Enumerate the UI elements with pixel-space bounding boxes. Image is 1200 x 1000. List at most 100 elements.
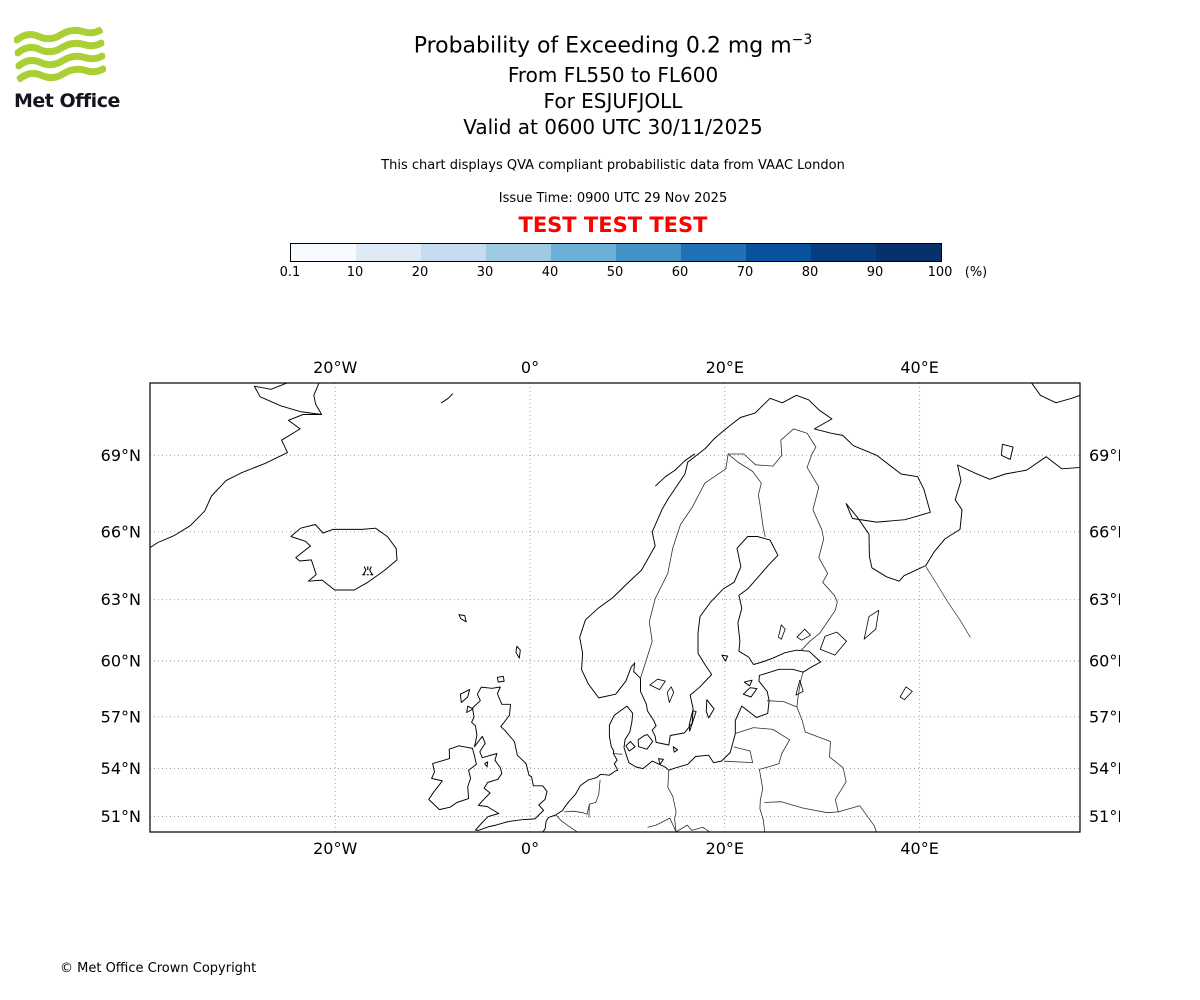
map-border-border-pol-ger xyxy=(667,769,677,832)
map-coast-aland xyxy=(721,654,729,662)
map-lake-peipus xyxy=(795,679,804,696)
map-panel: 20°W 20°W 0° 0° 20°E 20°E 40°E 40°E 69°N 69°N 66°N… xyxy=(90,340,1120,860)
chart-title: Probability of Exceeding 0.2 mg m−3 xyxy=(26,27,1200,59)
map-border-border-lit-blr xyxy=(759,739,790,770)
lon-label-bottom: 40°E xyxy=(900,839,938,858)
lat-label-left: 57°N xyxy=(101,707,141,726)
map-border-border-ukr-rus xyxy=(837,805,877,832)
met-office-waves-icon xyxy=(13,26,107,83)
map-coast-orkney xyxy=(496,675,505,683)
lon-label-bottom: 20°E xyxy=(706,839,744,858)
map-border-border-kaliningrad-s xyxy=(723,760,753,763)
map-lake-saimaa xyxy=(796,628,811,641)
colorbar-tick-label: 100 xyxy=(927,265,953,280)
map-lake-paijanne xyxy=(778,624,786,640)
map-frame xyxy=(149,382,1081,833)
map-border-border-lat-rus xyxy=(796,706,806,733)
map-lake-rybinsk xyxy=(899,686,913,701)
map-coast-scoresby-fjords xyxy=(253,383,323,415)
map-border-border-nor-fin-rus xyxy=(727,428,838,651)
lat-label-left: 51°N xyxy=(101,807,141,826)
map-border-border-nor-swe xyxy=(640,453,729,679)
map-coast-faroe xyxy=(458,614,467,623)
colorbar-tick-label: 10 xyxy=(346,265,364,280)
lat-label-right: 51°N xyxy=(1089,807,1120,826)
colorbar-segment-6 xyxy=(681,244,746,261)
map-border-border-ger-cz xyxy=(647,817,677,832)
lon-label-top: 20°E xyxy=(706,358,744,377)
map-border-border-be-nl xyxy=(564,803,590,815)
map-coast-hiiumaa xyxy=(743,679,753,687)
colorbar-segment-4 xyxy=(551,244,616,261)
map-coast-isle-of-man xyxy=(484,761,489,768)
map-border-border-blr-ukr xyxy=(764,801,839,814)
map-lake-vanern xyxy=(649,678,666,690)
map-coast-gotland xyxy=(705,699,715,719)
colorbar-segment-2 xyxy=(421,244,486,261)
colorbar-tick-label: 0.1 xyxy=(279,265,301,280)
map-coast-iceland xyxy=(290,524,398,591)
met-office-wordmark: Met Office xyxy=(14,90,120,112)
map-coast-shetland xyxy=(515,645,521,659)
colorbar-segment-1 xyxy=(356,244,421,261)
map-coast-lofoten xyxy=(655,453,696,487)
qva-note: This chart displays QVA compliant probab… xyxy=(381,158,845,173)
colorbar-segment-7 xyxy=(746,244,811,261)
grid-lines xyxy=(150,383,1080,832)
lon-label-top: 0° xyxy=(521,358,539,377)
colorbar-segment-3 xyxy=(486,244,551,261)
lat-label-left: 54°N xyxy=(101,759,141,778)
lon-label-bottom: 0° xyxy=(521,839,539,858)
map-border-border-blr-rus xyxy=(804,731,847,813)
colorbar-segment-5 xyxy=(616,244,681,261)
map-border-border-be-fr xyxy=(555,814,578,832)
subtitle-volcano: For ESJUFJOLL xyxy=(543,89,683,113)
colorbar-tick-label: 70 xyxy=(736,265,754,280)
lat-label-left: 69°N xyxy=(101,446,141,465)
colorbar-segment-8 xyxy=(811,244,876,261)
map-coast-lewis xyxy=(459,689,471,703)
issue-time: Issue Time: 0900 UTC 29 Nov 2025 xyxy=(498,191,728,206)
map-coast-oland xyxy=(688,710,697,732)
colorbar-segment-0 xyxy=(291,244,356,261)
map-coast-zealand xyxy=(637,734,654,750)
map-border-border-kaliningrad-n xyxy=(733,746,753,763)
colorbar-gradient xyxy=(290,243,942,262)
lon-label-bottom: 20°W xyxy=(313,839,357,858)
lat-label-right: 54°N xyxy=(1089,759,1120,778)
axis-labels: 20°W 20°W 0° 0° 20°E 20°E 40°E 40°E 69°N 69°N 66°N… xyxy=(101,358,1120,858)
subtitle-flight-levels: From FL550 to FL600 xyxy=(507,63,719,87)
map-lake-onega-lake xyxy=(863,609,880,640)
map-coast-ruegen xyxy=(658,758,664,765)
lat-label-right: 57°N xyxy=(1089,707,1120,726)
colorbar-tick-label: 20 xyxy=(411,265,429,280)
map-lake-vattern xyxy=(666,686,675,703)
map-canvas: 20°W 20°W 0° 0° 20°E 20°E 40°E 40°E 69°N 69°N 66°N… xyxy=(101,358,1120,858)
map-coast-funen xyxy=(625,741,636,752)
test-banner: TEST TEST TEST xyxy=(518,213,708,237)
lon-label-top: 40°E xyxy=(900,358,938,377)
colorbar-tick-label: 80 xyxy=(801,265,819,280)
colorbar-unit-label: (%) xyxy=(964,265,988,280)
map-border-border-swe-fin xyxy=(727,453,766,537)
colorbar-tick-label: 50 xyxy=(606,265,624,280)
map-border-border-pol-cz xyxy=(675,824,711,832)
chart-title-text: Probability of Exceeding 0.2 mg m xyxy=(413,33,792,59)
lat-label-right: 60°N xyxy=(1089,652,1120,671)
colorbar-segment-9 xyxy=(876,244,941,261)
chart-title-exponent: −3 xyxy=(791,32,813,48)
map-border-border-nl-ger xyxy=(588,779,601,818)
map-lake-ladoga xyxy=(819,631,847,656)
probability-colorbar: 0.1 10 20 30 40 50 60 70 80 90 100 (%) xyxy=(280,243,1010,288)
lat-label-left: 63°N xyxy=(101,590,141,609)
map-border-border-lat-lit xyxy=(735,727,790,741)
colorbar-tick-labels: 0.1 10 20 30 40 50 60 70 80 90 100 (%) xyxy=(280,265,1010,283)
map-coast-bornholm xyxy=(672,746,679,753)
map-coast-jan-mayen xyxy=(440,393,454,404)
map-border-border-est-rus xyxy=(796,671,804,708)
map-border-border-pol-blr xyxy=(759,769,766,832)
map-coast-mainland-europe xyxy=(542,394,1080,832)
map-coast-greenland xyxy=(150,383,323,549)
map-features xyxy=(150,383,1080,832)
copyright-note: © Met Office Crown Copyright xyxy=(60,961,257,976)
